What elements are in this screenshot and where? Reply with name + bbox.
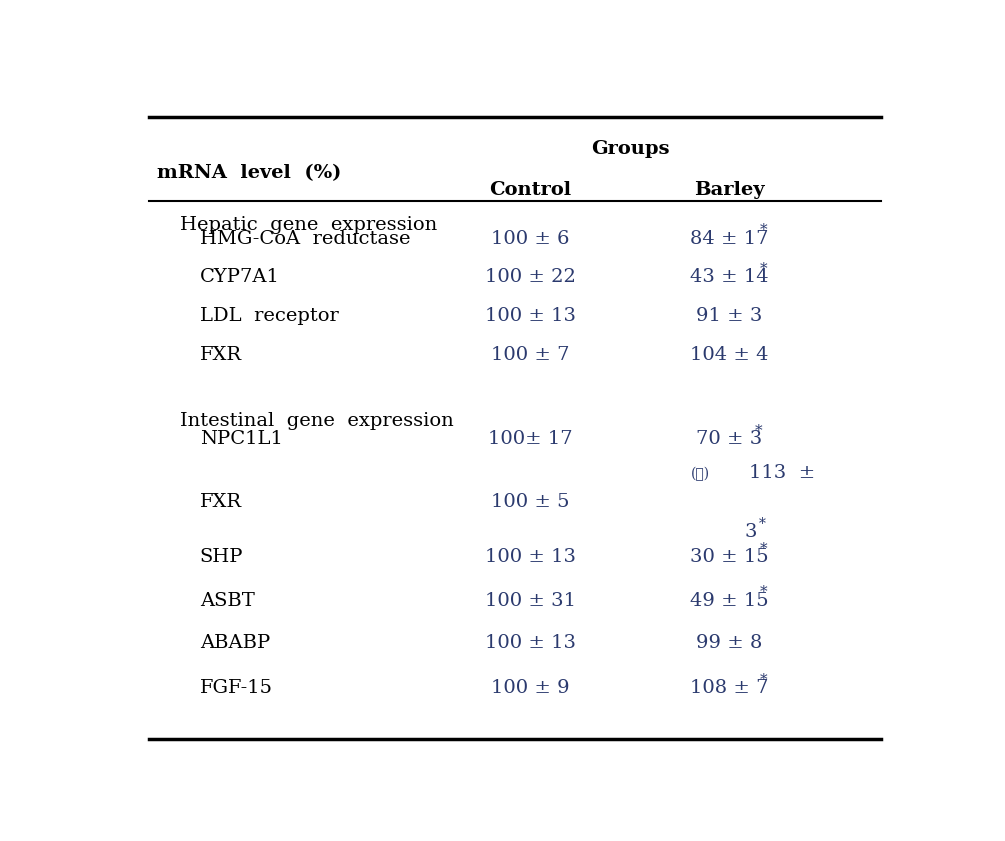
Text: 100± 17: 100± 17 <box>488 430 573 448</box>
Text: FXR: FXR <box>200 346 242 364</box>
Text: Hepatic  gene  expression: Hepatic gene expression <box>180 216 437 235</box>
Text: CYP7A1: CYP7A1 <box>200 268 279 286</box>
Text: 99 ± 8: 99 ± 8 <box>696 634 763 652</box>
Text: *: * <box>759 224 767 237</box>
Text: 49 ± 15: 49 ± 15 <box>690 592 769 610</box>
Text: Control: Control <box>489 181 572 198</box>
Text: NPC1L1: NPC1L1 <box>200 430 282 448</box>
Text: 100 ± 13: 100 ± 13 <box>485 548 576 567</box>
Text: 100 ± 13: 100 ± 13 <box>485 634 576 652</box>
Text: *: * <box>759 673 767 687</box>
Text: (가): (가) <box>690 468 710 482</box>
Text: ABABP: ABABP <box>200 634 270 652</box>
Text: 100 ± 22: 100 ± 22 <box>485 268 576 286</box>
Text: *: * <box>759 516 766 531</box>
Text: 91 ± 3: 91 ± 3 <box>696 307 763 325</box>
Text: LDL  receptor: LDL receptor <box>200 307 339 325</box>
Text: 30 ± 15: 30 ± 15 <box>690 548 769 567</box>
Text: 100 ± 13: 100 ± 13 <box>485 307 576 325</box>
Text: 3: 3 <box>744 523 757 541</box>
Text: 100 ± 9: 100 ± 9 <box>491 680 570 697</box>
Text: 100 ± 5: 100 ± 5 <box>491 494 570 511</box>
Text: 100 ± 31: 100 ± 31 <box>485 592 576 610</box>
Text: *: * <box>759 542 767 556</box>
Text: FGF-15: FGF-15 <box>200 680 272 697</box>
Text: 113  ±: 113 ± <box>749 463 815 482</box>
Text: 43 ± 14: 43 ± 14 <box>690 268 769 286</box>
Text: mRNA  level  (%): mRNA level (%) <box>157 165 341 182</box>
Text: FXR: FXR <box>200 494 242 511</box>
Text: *: * <box>759 585 767 600</box>
Text: HMG-CoA  reductase: HMG-CoA reductase <box>200 230 410 248</box>
Text: Barley: Barley <box>693 181 765 198</box>
Text: 70 ± 3: 70 ± 3 <box>696 430 763 448</box>
Text: *: * <box>759 262 767 276</box>
Text: SHP: SHP <box>200 548 243 567</box>
Text: Groups: Groups <box>591 140 669 158</box>
Text: Intestinal  gene  expression: Intestinal gene expression <box>180 412 454 431</box>
Text: 108 ± 7: 108 ± 7 <box>690 680 769 697</box>
Text: ASBT: ASBT <box>200 592 254 610</box>
Text: 84 ± 17: 84 ± 17 <box>690 230 769 248</box>
Text: 104 ± 4: 104 ± 4 <box>690 346 769 364</box>
Text: 100 ± 7: 100 ± 7 <box>491 346 570 364</box>
Text: *: * <box>755 424 763 437</box>
Text: 100 ± 6: 100 ± 6 <box>491 230 570 248</box>
